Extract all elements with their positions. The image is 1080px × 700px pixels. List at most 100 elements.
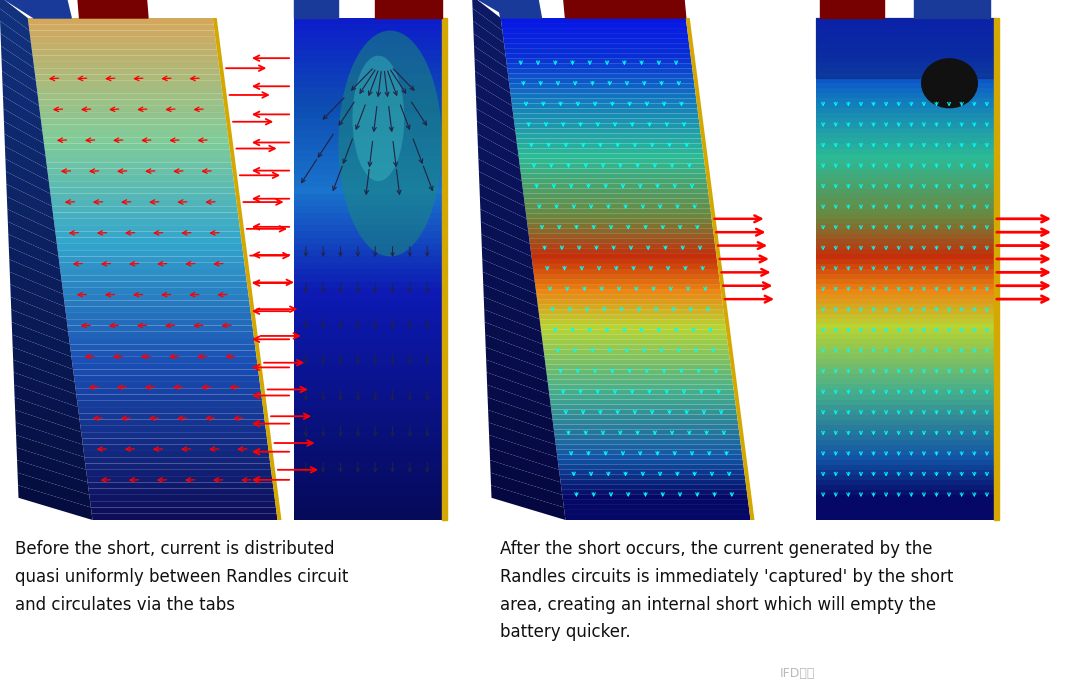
Polygon shape [481, 222, 531, 256]
Polygon shape [816, 169, 994, 174]
Polygon shape [816, 340, 994, 344]
Polygon shape [816, 174, 994, 178]
Polygon shape [816, 490, 994, 495]
Polygon shape [294, 231, 442, 237]
Polygon shape [294, 213, 442, 219]
Polygon shape [816, 349, 994, 354]
Polygon shape [816, 449, 994, 455]
Polygon shape [485, 335, 546, 370]
Polygon shape [816, 153, 994, 159]
Polygon shape [816, 264, 994, 269]
Polygon shape [294, 476, 442, 482]
Polygon shape [14, 385, 80, 419]
Polygon shape [556, 449, 742, 455]
Polygon shape [46, 162, 232, 169]
Polygon shape [12, 322, 71, 357]
Polygon shape [523, 189, 708, 194]
Polygon shape [816, 389, 994, 395]
Polygon shape [816, 289, 994, 294]
Ellipse shape [921, 58, 978, 108]
Polygon shape [294, 37, 442, 43]
Polygon shape [816, 178, 994, 183]
Polygon shape [816, 505, 994, 510]
Polygon shape [481, 209, 530, 244]
Polygon shape [48, 169, 233, 175]
Polygon shape [490, 473, 564, 508]
Polygon shape [294, 514, 442, 520]
Polygon shape [816, 485, 994, 490]
Polygon shape [550, 395, 735, 400]
Polygon shape [294, 470, 442, 476]
Polygon shape [77, 395, 262, 401]
Polygon shape [44, 144, 230, 150]
Polygon shape [816, 379, 994, 384]
Polygon shape [80, 426, 266, 432]
Polygon shape [480, 197, 528, 231]
Polygon shape [511, 93, 697, 98]
Polygon shape [511, 98, 697, 104]
Polygon shape [518, 153, 704, 159]
Polygon shape [294, 300, 442, 307]
Polygon shape [81, 432, 267, 438]
Polygon shape [816, 510, 994, 515]
Polygon shape [816, 365, 994, 370]
Polygon shape [15, 423, 84, 457]
Polygon shape [25, 0, 71, 18]
Polygon shape [505, 53, 691, 58]
Polygon shape [294, 338, 442, 344]
Polygon shape [35, 68, 220, 74]
Polygon shape [536, 289, 721, 294]
Polygon shape [213, 18, 282, 520]
Polygon shape [294, 80, 442, 87]
Polygon shape [294, 332, 442, 338]
Polygon shape [816, 400, 994, 405]
Polygon shape [540, 324, 726, 329]
Polygon shape [478, 159, 524, 194]
Polygon shape [294, 200, 442, 206]
Polygon shape [294, 18, 442, 25]
Polygon shape [553, 419, 739, 425]
Polygon shape [9, 234, 60, 269]
Polygon shape [816, 274, 994, 279]
Polygon shape [816, 53, 994, 58]
Polygon shape [40, 112, 226, 118]
Polygon shape [85, 463, 271, 470]
Polygon shape [294, 313, 442, 319]
Polygon shape [525, 209, 711, 214]
Polygon shape [521, 169, 706, 174]
Polygon shape [35, 74, 220, 81]
Polygon shape [816, 284, 994, 289]
Polygon shape [294, 401, 442, 407]
Polygon shape [483, 272, 538, 307]
Polygon shape [68, 332, 254, 338]
Polygon shape [816, 495, 994, 500]
Polygon shape [474, 46, 509, 80]
Polygon shape [64, 294, 249, 300]
Polygon shape [294, 206, 442, 213]
Polygon shape [10, 284, 67, 319]
Polygon shape [64, 300, 249, 307]
Polygon shape [33, 62, 219, 68]
Polygon shape [816, 515, 994, 520]
Polygon shape [531, 254, 717, 259]
Polygon shape [294, 250, 442, 256]
Polygon shape [816, 440, 994, 444]
Polygon shape [1, 59, 38, 93]
Polygon shape [816, 254, 994, 259]
Polygon shape [294, 508, 442, 514]
Polygon shape [521, 174, 706, 178]
Polygon shape [60, 275, 246, 281]
Polygon shape [508, 74, 693, 78]
Polygon shape [502, 33, 688, 38]
Polygon shape [38, 99, 224, 106]
Polygon shape [0, 21, 32, 56]
Polygon shape [515, 128, 701, 134]
Polygon shape [77, 0, 148, 18]
Polygon shape [816, 244, 994, 249]
Polygon shape [816, 294, 994, 299]
Polygon shape [816, 189, 994, 194]
Polygon shape [477, 134, 521, 169]
Polygon shape [71, 357, 257, 363]
Polygon shape [53, 213, 239, 219]
Polygon shape [294, 144, 442, 150]
